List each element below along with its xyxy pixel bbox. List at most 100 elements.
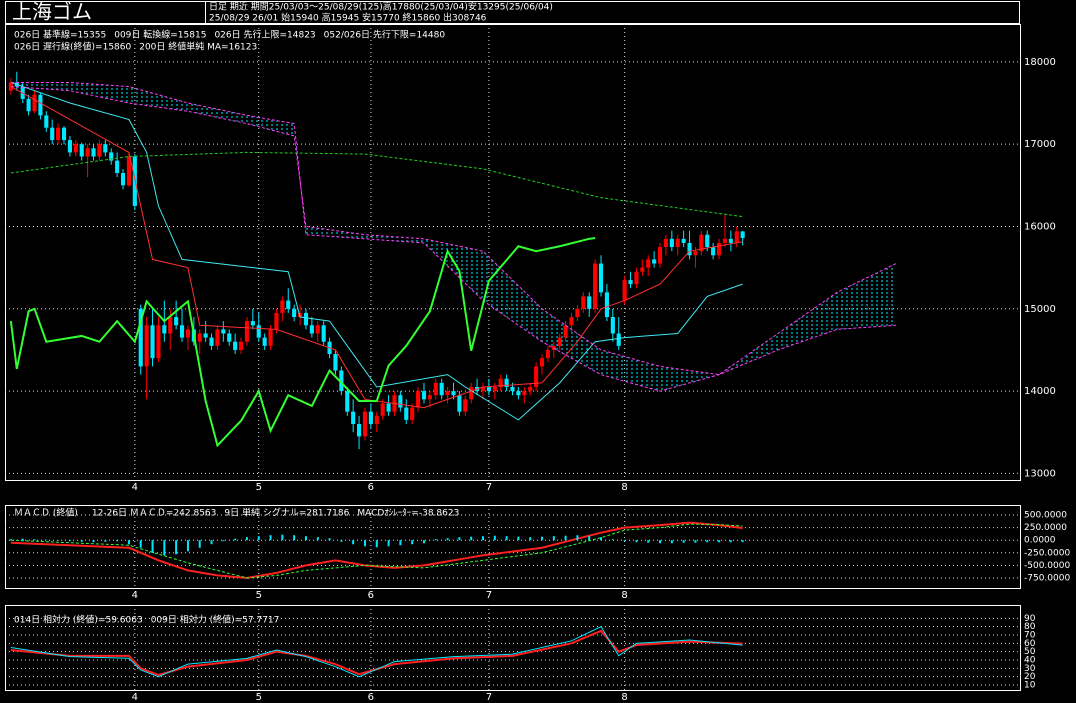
series-line [10, 81, 743, 421]
x-tick-label: 5 [256, 692, 262, 703]
y-tick-label: 30 [1024, 664, 1036, 674]
histogram-bar [304, 536, 307, 541]
x-tick-label: 8 [621, 590, 627, 601]
candle-body [115, 160, 120, 173]
y-tick-label: 15000 [1024, 304, 1056, 315]
series-line [10, 626, 743, 678]
histogram-bar [33, 539, 36, 541]
candle-body [593, 263, 598, 309]
candle-body [492, 386, 497, 392]
x-tick-label: 4 [132, 590, 138, 601]
y-tick-label: 500.0000 [1024, 511, 1067, 521]
candle-body [657, 247, 663, 264]
y-tick-label: 50 [1024, 647, 1036, 657]
candle-body [421, 391, 427, 400]
x-tick-label: 6 [368, 482, 374, 493]
candle-body [67, 140, 72, 153]
candle-body [333, 354, 338, 371]
candle-body [315, 325, 320, 334]
candle-body [238, 341, 244, 350]
candle-body [740, 231, 745, 239]
histogram-bar [257, 536, 260, 541]
candle-body [215, 329, 220, 346]
candle-body [297, 312, 303, 318]
legend-entry: 200日 終値単純 MA=16123 [139, 41, 257, 53]
candle-body [345, 391, 350, 412]
histogram-bar [588, 536, 591, 541]
candle-body [38, 94, 43, 116]
legend-entry: 009日 相対力 (終値)=57.7717 [151, 614, 280, 626]
candle-body [32, 94, 37, 112]
candle-body [227, 333, 232, 342]
histogram-bar [600, 537, 603, 541]
series-line [10, 629, 743, 677]
candle-body [640, 267, 645, 272]
candle-body [144, 325, 149, 367]
candle-body [534, 366, 539, 387]
candle-body [498, 378, 503, 387]
candle-body [510, 386, 515, 392]
histogram-bar [375, 540, 378, 548]
y-tick-label: 17000 [1024, 139, 1056, 150]
candle-body [268, 329, 273, 346]
x-tick-label: 4 [132, 482, 138, 493]
chart-title: 上海ゴム [12, 0, 92, 24]
candle-body [398, 395, 403, 408]
candle-body [262, 337, 267, 346]
candle-body [256, 325, 261, 338]
candle-body [486, 386, 491, 392]
panel-frame [5, 605, 1021, 691]
candle-body [244, 321, 250, 342]
y-tick-label: 60 [1024, 639, 1036, 649]
series-line [10, 86, 897, 376]
candle-body [734, 231, 739, 243]
histogram-bar [139, 540, 142, 548]
histogram-bar [186, 540, 189, 552]
candle-body [61, 127, 67, 141]
series-line [10, 151, 743, 218]
candle-body [528, 386, 533, 392]
candle-body [274, 312, 279, 330]
candle-body [669, 238, 674, 248]
candle-body [339, 370, 344, 392]
histogram-bar [151, 540, 154, 553]
candle-body [309, 325, 314, 334]
y-tick-label: 13000 [1024, 468, 1056, 479]
histogram-bar [175, 540, 178, 555]
candle-body [386, 403, 391, 412]
candle-body [563, 325, 568, 338]
candle-body [652, 259, 657, 264]
panel-frame [5, 24, 1021, 481]
candle-body [321, 325, 326, 342]
legend-entry: 026日 遅行線(終値)=15860 [14, 41, 132, 53]
candle-body [646, 259, 651, 268]
histogram-bar [517, 536, 520, 541]
histogram-bar [363, 540, 366, 547]
histogram-bar [45, 539, 48, 541]
histogram-bar [718, 540, 721, 543]
candle-body [675, 238, 680, 248]
candle-body [85, 148, 90, 157]
candle-body [174, 317, 179, 326]
candle-body [445, 391, 450, 396]
candle-body [545, 349, 550, 359]
histogram-bar [635, 540, 638, 543]
candle-body [286, 300, 291, 309]
candle-body [681, 238, 686, 243]
histogram-bar [222, 540, 225, 542]
x-tick-label: 8 [621, 482, 627, 493]
candle-body [97, 144, 102, 157]
histogram-bar [245, 537, 248, 541]
candle-body [628, 279, 633, 285]
x-tick-label: 7 [486, 590, 492, 601]
y-tick-label: 10 [1024, 681, 1036, 691]
candle-body [374, 415, 379, 425]
histogram-bar [57, 540, 60, 541]
candle-body [380, 403, 385, 416]
candle-body [439, 382, 444, 396]
candle-body [168, 317, 173, 334]
candle-body [150, 325, 155, 359]
legend-entry: MACDｵｼﾚｰﾀｰ=-38.8623 [357, 508, 459, 519]
histogram-bar [328, 538, 331, 541]
